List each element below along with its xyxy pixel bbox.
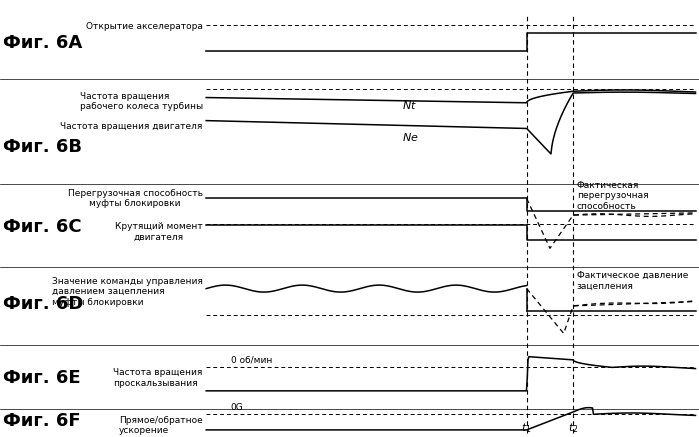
Text: Прямое/обратное
ускорение: Прямое/обратное ускорение (119, 416, 203, 435)
Text: Фиг. 6B: Фиг. 6B (3, 138, 82, 156)
Text: Фактическая
перегрузочная
способность: Фактическая перегрузочная способность (577, 181, 648, 211)
Text: $Nt$: $Nt$ (402, 99, 417, 111)
Text: 0G: 0G (231, 402, 243, 412)
Text: Перегрузочная способность
муфты блокировки: Перегрузочная способность муфты блокиров… (68, 189, 203, 208)
Text: Частота вращения двигателя: Частота вращения двигателя (60, 122, 203, 132)
Text: Фиг. 6D: Фиг. 6D (3, 295, 84, 313)
Text: $t_2$: $t_2$ (568, 421, 579, 435)
Text: $Ne$: $Ne$ (402, 131, 419, 142)
Text: 0 об/мин: 0 об/мин (231, 356, 272, 365)
Text: Крутящий момент
двигателя: Крутящий момент двигателя (115, 222, 203, 241)
Text: Фиг. 6A: Фиг. 6A (3, 34, 82, 52)
Text: Открытие акселератора: Открытие акселератора (86, 22, 203, 31)
Text: Частота вращения
рабочего колеса турбины: Частота вращения рабочего колеса турбины (80, 92, 203, 111)
Text: Фактическое давление
зацепления: Фактическое давление зацепления (577, 271, 688, 291)
Text: Значение команды управления
давлением зацепления
муфты блокировки: Значение команды управления давлением за… (52, 277, 203, 307)
Text: $t_1$: $t_1$ (521, 421, 532, 435)
Text: Фиг. 6E: Фиг. 6E (3, 369, 81, 387)
Text: Фиг. 6C: Фиг. 6C (3, 218, 82, 236)
Text: Фиг. 6F: Фиг. 6F (3, 413, 81, 430)
Text: Частота вращения
проскальзывания: Частота вращения проскальзывания (113, 368, 203, 388)
